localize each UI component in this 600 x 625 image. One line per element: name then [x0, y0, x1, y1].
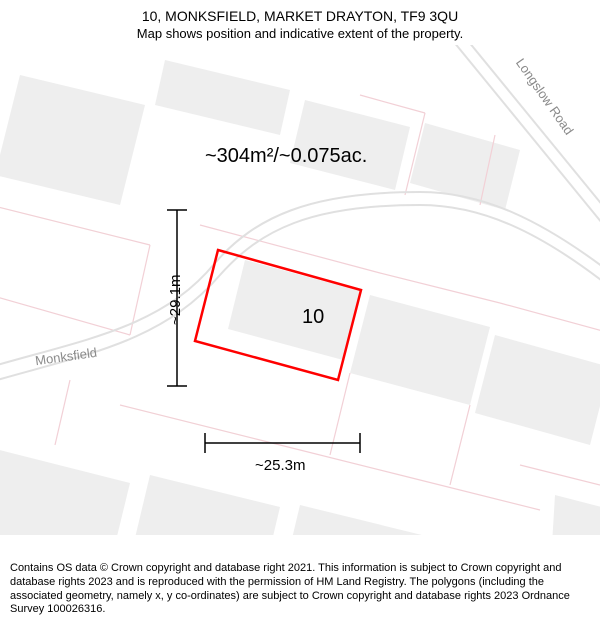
dimension-horizontal-label: ~25.3m: [255, 457, 305, 474]
dimension-vertical-label: ~29.1m: [167, 275, 184, 325]
copyright-footer: Contains OS data © Crown copyright and d…: [10, 562, 590, 617]
house-number-label: 10: [302, 306, 324, 329]
map-subtitle: Map shows position and indicative extent…: [0, 26, 600, 41]
header: 10, MONKSFIELD, MARKET DRAYTON, TF9 3QU …: [0, 0, 600, 41]
map-area: ~304m²/~0.075ac. 10 Monksfield Longslow …: [0, 45, 600, 535]
area-measurement: ~304m²/~0.075ac.: [205, 145, 367, 168]
property-map-card: { "header": { "address": "10, MONKSFIELD…: [0, 0, 600, 625]
property-address: 10, MONKSFIELD, MARKET DRAYTON, TF9 3QU: [0, 8, 600, 24]
